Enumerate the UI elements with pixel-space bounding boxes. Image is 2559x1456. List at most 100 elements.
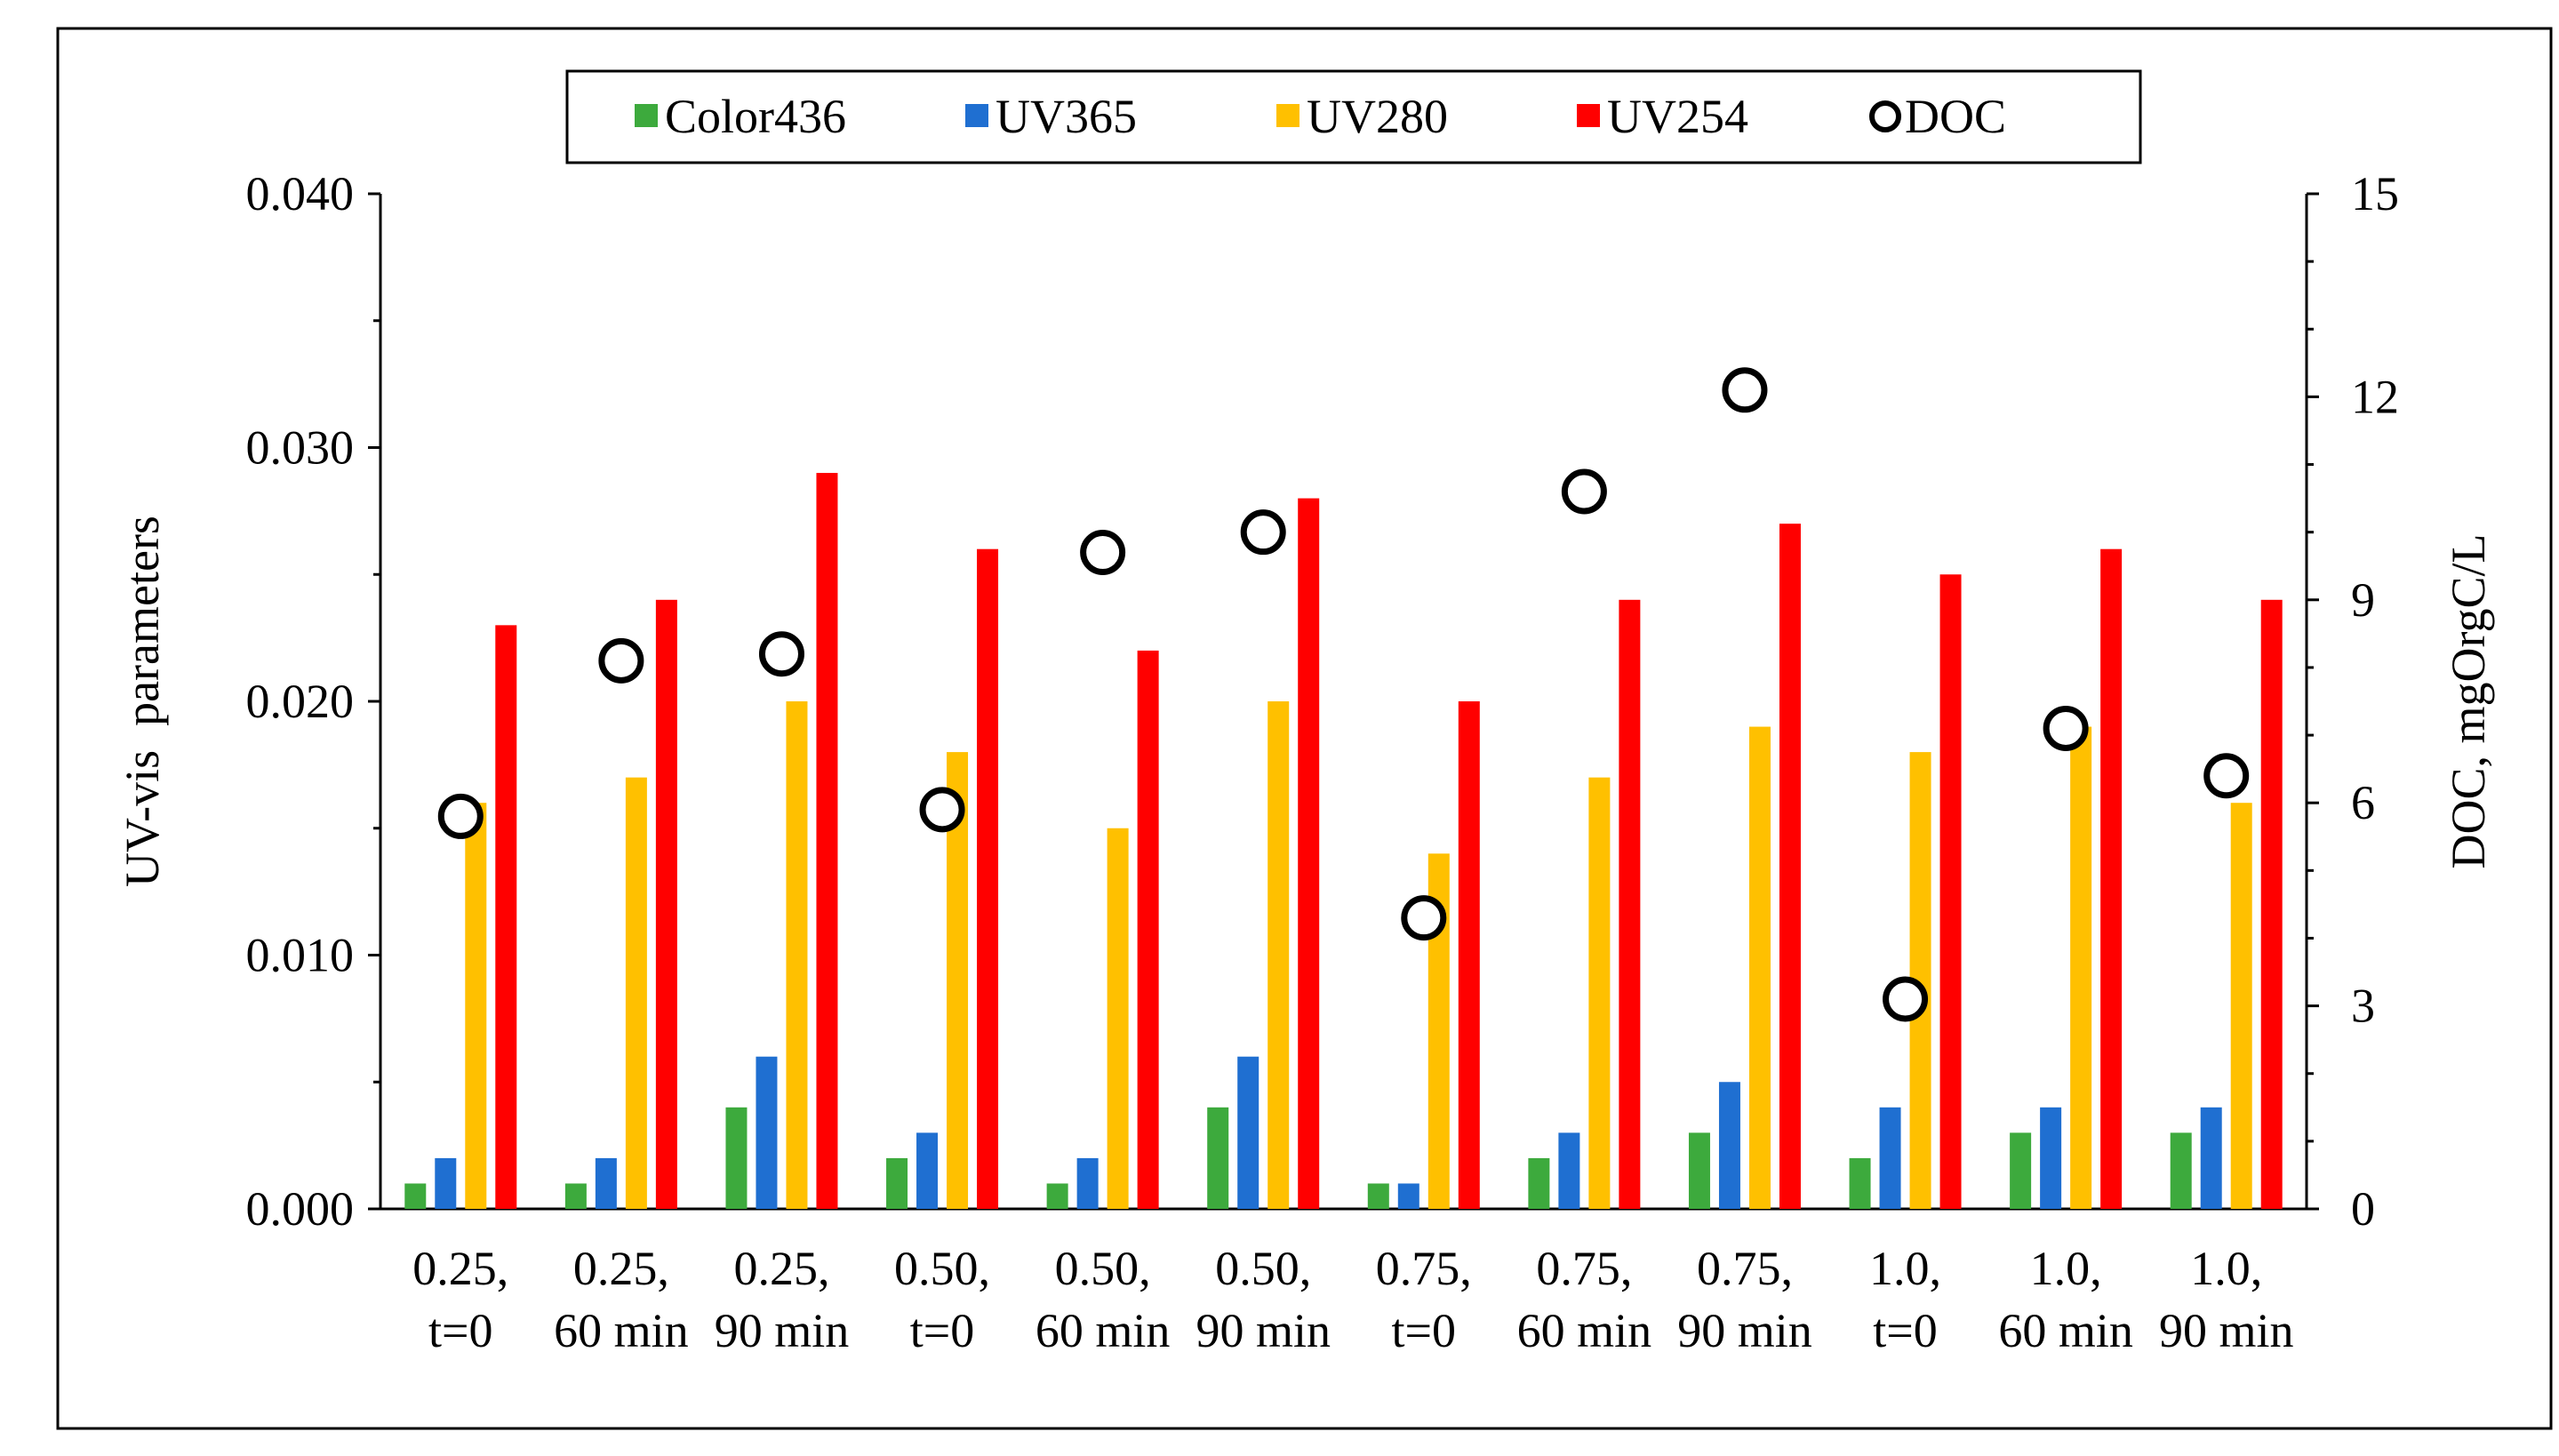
right-tick-label: 3	[2351, 980, 2375, 1033]
legend-swatch	[635, 104, 658, 127]
bar-uv365	[1237, 1056, 1260, 1209]
bar-uv365	[1076, 1157, 1099, 1209]
left-tick-label: 0.040	[246, 167, 355, 220]
bar-color436	[404, 1183, 427, 1209]
bar-uv365	[2200, 1107, 2222, 1209]
bar-uv280	[465, 803, 487, 1209]
bar-uv254	[2100, 548, 2123, 1209]
left-tick-label: 0.020	[246, 675, 355, 728]
x-tick-label: 60 min	[1517, 1304, 1652, 1357]
x-tick-label: 0.25,	[733, 1242, 829, 1295]
bar-uv365	[756, 1056, 778, 1209]
x-tick-label: t=0	[1873, 1304, 1937, 1357]
right-tick-label: 9	[2351, 573, 2375, 627]
marker-doc	[1722, 367, 1768, 413]
x-tick-label: 1.0,	[2190, 1242, 2262, 1295]
x-tick-label: 0.25,	[412, 1242, 508, 1295]
bar-uv365	[1397, 1183, 1419, 1209]
x-tick-label: 0.75,	[1376, 1242, 1472, 1295]
x-tick-label: 60 min	[1998, 1304, 2133, 1357]
bar-uv254	[2260, 599, 2283, 1209]
bar-color436	[1688, 1132, 1710, 1209]
bar-color436	[886, 1157, 908, 1209]
marker-doc	[1883, 976, 1929, 1022]
legend-swatch	[965, 104, 988, 127]
bar-uv365	[595, 1157, 617, 1209]
x-tick-label: t=0	[910, 1304, 974, 1357]
marker-doc	[758, 631, 804, 677]
bar-color436	[1207, 1107, 1229, 1209]
marker-doc	[598, 637, 644, 684]
bar-uv254	[1939, 574, 1962, 1209]
bar-uv280	[2070, 726, 2092, 1209]
x-tick-label: 1.0,	[1869, 1242, 1941, 1295]
bar-uv254	[1137, 650, 1159, 1209]
bar-uv280	[2230, 803, 2252, 1209]
bar-uv280	[1268, 701, 1290, 1209]
x-tick-label: 0.50,	[1055, 1242, 1151, 1295]
legend-swatch	[1869, 100, 1901, 132]
bar-uv254	[1619, 599, 1641, 1209]
x-tick-label: 0.25,	[573, 1242, 669, 1295]
marker-doc	[1561, 468, 1607, 515]
x-tick-label: 0.75,	[1536, 1242, 1632, 1295]
bar-uv365	[1558, 1132, 1580, 1209]
x-tick-label: 90 min	[715, 1304, 850, 1357]
bar-color436	[2010, 1132, 2032, 1209]
x-tick-label: 90 min	[1196, 1304, 1331, 1357]
right-tick-label: 15	[2351, 167, 2399, 220]
bar-uv254	[816, 473, 838, 1209]
right-tick-label: 0	[2351, 1182, 2375, 1236]
x-tick-label: 0.75,	[1697, 1242, 1793, 1295]
right-axis-title: DOC, mgOrgC/L	[2442, 533, 2495, 868]
bar-uv365	[435, 1157, 457, 1209]
legend-swatch	[1577, 104, 1600, 127]
bar-uv254	[655, 599, 677, 1209]
bar-color436	[2170, 1132, 2192, 1209]
bar-uv365	[2040, 1107, 2062, 1209]
bar-color436	[1367, 1183, 1389, 1209]
bar-uv365	[1879, 1107, 1901, 1209]
right-tick-label: 6	[2351, 776, 2375, 829]
right-tick-label: 12	[2351, 370, 2399, 423]
x-tick-label: t=0	[1392, 1304, 1456, 1357]
bar-uv280	[1588, 777, 1611, 1209]
marker-doc	[2043, 705, 2089, 751]
bar-uv280	[625, 777, 647, 1209]
legend-swatch	[1276, 104, 1299, 127]
left-tick-label: 0.010	[246, 929, 355, 982]
x-tick-label: 60 min	[1036, 1304, 1171, 1357]
marker-doc	[1240, 509, 1286, 556]
bar-uv280	[786, 701, 808, 1209]
x-tick-label: 0.50,	[1215, 1242, 1311, 1295]
bar-color436	[1046, 1183, 1068, 1209]
legend-label: UV365	[996, 90, 1137, 143]
x-tick-label: 90 min	[1677, 1304, 1812, 1357]
legend-label: UV254	[1607, 90, 1748, 143]
bar-color436	[564, 1183, 587, 1209]
legend-label: Color436	[665, 90, 846, 143]
left-tick-label: 0.030	[246, 421, 355, 475]
x-tick-label: 1.0,	[2030, 1242, 2102, 1295]
legend-label: DOC	[1905, 90, 2006, 143]
bar-uv254	[977, 548, 999, 1209]
x-tick-label: t=0	[428, 1304, 492, 1357]
bar-uv280	[1748, 726, 1771, 1209]
x-tick-label: 60 min	[554, 1304, 689, 1357]
bar-uv254	[1298, 498, 1320, 1209]
bar-uv365	[916, 1132, 939, 1209]
marker-doc	[1401, 895, 1447, 941]
bar-color436	[725, 1107, 748, 1209]
left-axis-title: UV-vis parameters	[116, 516, 169, 887]
x-tick-label: 90 min	[2159, 1304, 2294, 1357]
bar-color436	[1849, 1157, 1871, 1209]
left-tick-label: 0.000	[246, 1182, 355, 1236]
marker-doc	[1080, 530, 1126, 576]
bar-uv254	[1779, 524, 1801, 1209]
bar-uv254	[1458, 701, 1480, 1209]
bar-color436	[1528, 1157, 1550, 1209]
bar-uv280	[1107, 828, 1129, 1209]
x-tick-label: 0.50,	[894, 1242, 990, 1295]
